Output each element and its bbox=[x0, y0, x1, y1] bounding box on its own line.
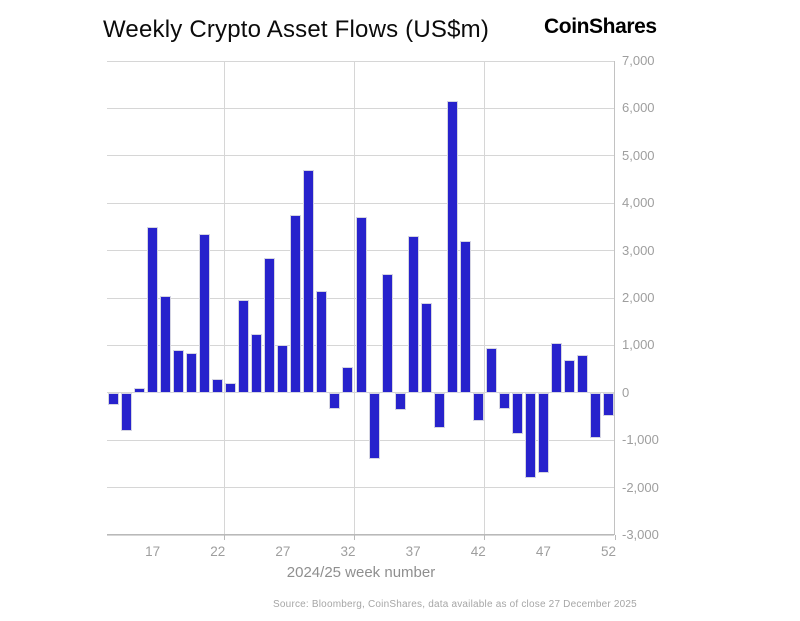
y-tick-label-2000: 2,000 bbox=[622, 290, 655, 305]
x-tick-mark-52.5 bbox=[614, 535, 616, 540]
bar-week-27 bbox=[277, 345, 289, 393]
bar-week-19 bbox=[173, 350, 185, 393]
y-tick-label-4000: 4,000 bbox=[622, 195, 655, 211]
y-tick-label-1000: 1,000 bbox=[622, 337, 655, 353]
bar-week-14 bbox=[108, 392, 119, 405]
x-tick-label-47: 47 bbox=[535, 544, 551, 559]
bar-week-20 bbox=[186, 352, 198, 393]
bar-week-46 bbox=[524, 392, 536, 479]
x-tick-label-42: 42 bbox=[470, 544, 486, 559]
bar-week-24 bbox=[238, 300, 250, 393]
y-tick-label-7000: 7,000 bbox=[622, 53, 655, 68]
bar-week-31 bbox=[329, 392, 341, 410]
y-tick-label--2000: -2,000 bbox=[622, 479, 659, 495]
bar-week-32 bbox=[342, 366, 354, 393]
bar-week-15 bbox=[121, 392, 133, 431]
bar-week-42 bbox=[472, 392, 484, 422]
x-tick-label-17: 17 bbox=[145, 544, 161, 559]
x-tick-mark-22.5 bbox=[223, 535, 225, 540]
bar-week-26 bbox=[264, 257, 276, 393]
gridline-y-6000 bbox=[107, 107, 614, 109]
bar-week-43 bbox=[485, 347, 497, 393]
coinshares-logo: CoinShares bbox=[544, 15, 657, 38]
bar-week-48 bbox=[550, 343, 562, 393]
bar-week-36 bbox=[394, 392, 406, 411]
bar-week-29 bbox=[303, 170, 315, 393]
bar-week-28 bbox=[290, 215, 302, 393]
gridline-y--1000 bbox=[107, 439, 614, 441]
bar-week-35 bbox=[381, 274, 393, 393]
bar-week-45 bbox=[511, 392, 523, 435]
bar-week-25 bbox=[251, 333, 263, 393]
gridline-y--3000 bbox=[107, 534, 614, 536]
gridline-x-week-22.5 bbox=[223, 61, 225, 534]
x-tick-mark-42.5 bbox=[484, 535, 486, 540]
x-tick-label-32: 32 bbox=[340, 544, 356, 559]
bar-week-41 bbox=[459, 241, 471, 393]
bar-week-33 bbox=[355, 217, 367, 393]
y-tick-label-0: 0 bbox=[622, 384, 630, 400]
bar-week-37 bbox=[407, 236, 419, 393]
gridline-y-4000 bbox=[107, 202, 614, 204]
gridline-y-7000 bbox=[107, 60, 614, 62]
bar-week-49 bbox=[563, 359, 575, 393]
page-title: Weekly Crypto Asset Flows (US$m) bbox=[103, 16, 490, 43]
bar-week-40 bbox=[446, 101, 458, 393]
bar-week-34 bbox=[368, 392, 380, 460]
x-tick-mark-32.5 bbox=[353, 535, 355, 540]
source-note: Source: Bloomberg, CoinShares, data avai… bbox=[273, 599, 637, 610]
chart-plot-area bbox=[107, 60, 615, 536]
bar-week-21 bbox=[199, 234, 211, 393]
gridline-x-week-42.5 bbox=[484, 61, 486, 534]
bar-week-39 bbox=[433, 392, 445, 429]
bar-week-30 bbox=[316, 290, 328, 393]
bar-week-47 bbox=[537, 392, 549, 473]
x-tick-label-22: 22 bbox=[210, 544, 226, 559]
y-tick-label-3000: 3,000 bbox=[622, 242, 655, 258]
gridline-y-5000 bbox=[107, 155, 614, 157]
y-tick-label-6000: 6,000 bbox=[622, 100, 655, 116]
x-axis-title: 2024/25 week number bbox=[286, 564, 436, 581]
bar-week-16 bbox=[134, 388, 146, 393]
bar-week-17 bbox=[147, 226, 159, 393]
bar-week-50 bbox=[576, 354, 588, 393]
x-tick-label-52: 52 bbox=[600, 544, 616, 559]
bar-week-44 bbox=[498, 392, 510, 410]
y-tick-label--1000: -1,000 bbox=[622, 432, 659, 448]
y-tick-label-5000: 5,000 bbox=[622, 147, 655, 163]
bar-week-22 bbox=[212, 378, 224, 393]
x-tick-label-37: 37 bbox=[405, 544, 421, 559]
gridline-x-week-32.5 bbox=[353, 61, 355, 534]
bar-week-18 bbox=[160, 295, 172, 393]
gridline-y-0 bbox=[107, 392, 614, 394]
x-tick-label-27: 27 bbox=[275, 544, 291, 559]
bar-week-38 bbox=[420, 302, 432, 393]
bar-week-23 bbox=[225, 383, 237, 393]
bar-week-52 bbox=[602, 392, 614, 416]
bar-week-51 bbox=[589, 392, 601, 438]
gridline-y--2000 bbox=[107, 487, 614, 489]
y-tick-label--3000: -3,000 bbox=[622, 527, 659, 542]
